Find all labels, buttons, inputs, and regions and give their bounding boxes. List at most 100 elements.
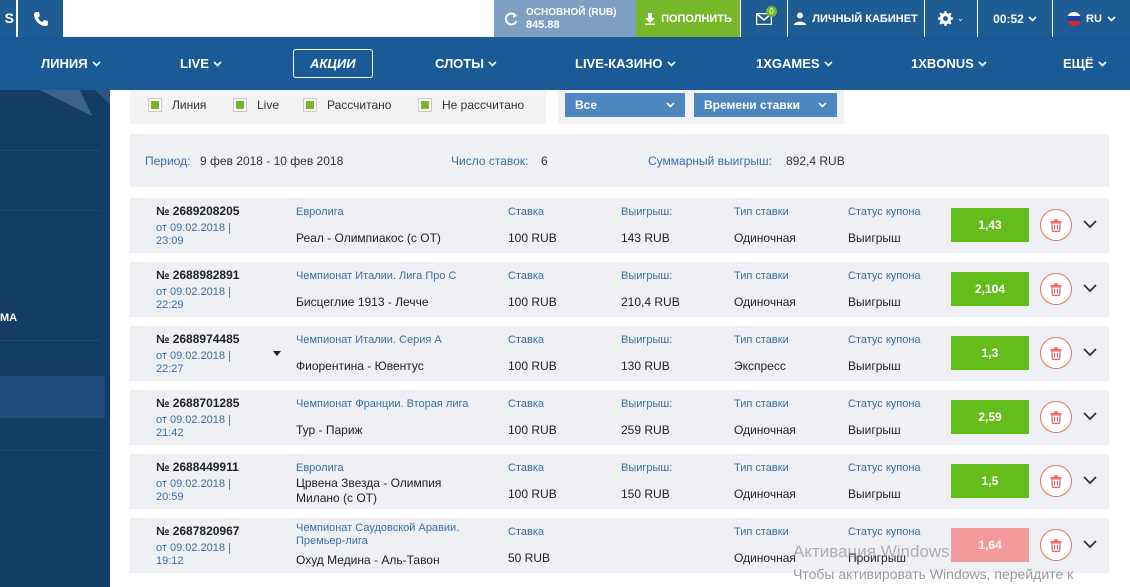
main-nav: ЛИНИЯ LIVE АКЦИИ СЛОТЫ LIVE-КАЗИНО 1XGAM…	[0, 37, 1130, 90]
bet-league[interactable]: Чемпионат Италии. Лига Про С	[296, 270, 457, 282]
top-bar: S ОСНОВНОЙ (RUB) 845.88 ПОПОЛНИТЬ 0 ЛИЧН…	[0, 0, 1130, 37]
bet-row[interactable]: № 2688449911 от 09.02.2018 | 20:59 Еврол…	[130, 454, 1109, 509]
total-win-value: 892,4 RUB	[786, 154, 845, 168]
bet-date: от 09.02.2018 | 23:09	[156, 222, 231, 247]
bet-row[interactable]: № 2688982891 от 09.02.2018 | 22:29 Чемпи…	[130, 262, 1109, 317]
bet-date: от 09.02.2018 | 22:29	[156, 286, 231, 311]
chevron-down-icon	[1098, 60, 1107, 67]
download-icon	[645, 12, 656, 25]
topbar-edge-button[interactable]: S	[0, 0, 16, 37]
nav-item-live[interactable]: LIVE	[180, 37, 222, 90]
nav-item-line[interactable]: ЛИНИЯ	[41, 37, 101, 90]
type-value: Одиночная	[734, 487, 796, 501]
sidebar-item-active[interactable]	[0, 376, 105, 418]
status-value: Выигрыш	[848, 295, 901, 309]
bet-match: Тур - Париж	[296, 423, 363, 437]
type-label: Тип ставки	[734, 334, 789, 346]
delete-button[interactable]	[1040, 273, 1072, 305]
bet-number: № 2688974485	[156, 332, 240, 346]
checkbox-box	[148, 98, 162, 112]
nav-item-more[interactable]: ЕЩЁ	[1063, 37, 1107, 90]
bet-date: от 09.02.2018 | 22:27	[156, 350, 231, 375]
filter-live-checkbox[interactable]: Live	[233, 98, 279, 112]
delete-button[interactable]	[1040, 529, 1072, 561]
status-value: Выигрыш	[848, 487, 901, 501]
bet-row[interactable]: № 2688701285 от 09.02.2018 | 21:42 Чемпи…	[130, 390, 1109, 445]
sidebar-item-label[interactable]: МА	[0, 312, 18, 324]
user-icon	[794, 12, 807, 25]
bet-league[interactable]: Чемпионат Италии. Серия А	[296, 334, 442, 346]
russia-flag-icon	[1067, 11, 1082, 26]
status-label: Статус купона	[848, 462, 921, 474]
bet-number: № 2688701285	[156, 396, 240, 410]
expand-button[interactable]	[1080, 342, 1100, 362]
expand-button[interactable]	[1080, 406, 1100, 426]
chevron-down-icon	[824, 60, 833, 67]
express-details-caret-icon[interactable]	[273, 351, 281, 356]
select-value: Времени ставки	[704, 98, 801, 112]
delete-button[interactable]	[1040, 465, 1072, 497]
expand-button[interactable]	[1080, 278, 1100, 298]
win-value: 143 RUB	[621, 231, 670, 245]
chevron-down-icon	[1107, 15, 1116, 22]
filter-line-checkbox[interactable]: Линия	[148, 98, 206, 112]
win-label: Выигрыш:	[621, 334, 673, 346]
status-label: Статус купона	[848, 398, 921, 410]
checkbox-label: Линия	[172, 98, 207, 112]
refresh-icon[interactable]	[504, 12, 518, 26]
type-value: Одиночная	[734, 295, 796, 309]
status-value: Выигрыш	[848, 423, 901, 437]
sidebar-divider	[0, 150, 100, 151]
phone-button[interactable]	[18, 0, 63, 37]
language-selector[interactable]: RU	[1053, 0, 1130, 37]
type-value: Одиночная	[734, 551, 796, 565]
win-label: Выигрыш:	[621, 270, 673, 282]
filter-settled-checkbox[interactable]: Рассчитано	[303, 98, 391, 112]
sidebar-divider	[0, 450, 100, 451]
nav-item-live-casino[interactable]: LIVE-КАЗИНО	[575, 37, 676, 90]
deposit-label: ПОПОЛНИТЬ	[661, 12, 732, 25]
bet-type-select[interactable]: Все	[565, 93, 685, 117]
bet-league[interactable]: Евролига	[296, 462, 344, 474]
bet-count-value: 6	[541, 154, 548, 168]
bet-league[interactable]: Евролига	[296, 206, 344, 218]
nav-item-slots[interactable]: СЛОТЫ	[435, 37, 497, 90]
personal-cabinet-button[interactable]: ЛИЧНЫЙ КАБИНЕТ	[788, 0, 924, 37]
bet-row[interactable]: № 2688974485 от 09.02.2018 | 22:27 Чемпи…	[130, 326, 1109, 381]
stake-value: 100 RUB	[508, 423, 557, 437]
nav-item-1xgames[interactable]: 1XGAMES	[756, 37, 833, 90]
delete-button[interactable]	[1040, 401, 1072, 433]
topbar-edge-glyph: S	[4, 10, 14, 26]
nav-item-1xbonus[interactable]: 1XBONUS	[911, 37, 987, 90]
nav-item-promotions[interactable]: АКЦИИ	[293, 49, 373, 78]
bet-row[interactable]: № 2689208205 от 09.02.2018 | 23:09 Еврол…	[130, 198, 1109, 253]
sort-select[interactable]: Времени ставки	[694, 93, 837, 117]
expand-button[interactable]	[1080, 214, 1100, 234]
win-value: 210,4 RUB	[621, 295, 680, 309]
stake-label: Ставка	[508, 334, 544, 346]
sidebar-divider	[0, 210, 100, 211]
expand-button[interactable]	[1080, 470, 1100, 490]
filter-unsettled-checkbox[interactable]: Не рассчитано	[418, 98, 524, 112]
bet-row[interactable]: № 2687820967 от 09.02.2018 | 19:12 Чемпи…	[130, 518, 1109, 573]
nav-label: 1XGAMES	[756, 56, 820, 71]
type-label: Тип ставки	[734, 526, 789, 538]
status-value: Выигрыш	[848, 231, 901, 245]
chevron-down-icon	[1083, 476, 1097, 484]
deposit-button[interactable]: ПОПОЛНИТЬ	[636, 0, 740, 37]
balance-button[interactable]: ОСНОВНОЙ (RUB) 845.88	[494, 0, 636, 37]
delete-button[interactable]	[1040, 209, 1072, 241]
bet-league[interactable]: Чемпионат Франции. Вторая лига	[296, 398, 469, 410]
stake-label: Ставка	[508, 398, 544, 410]
bet-match: Бисцеглие 1913 - Лечче	[296, 295, 429, 309]
status-label: Статус купона	[848, 526, 921, 538]
expand-button[interactable]	[1080, 534, 1100, 554]
win-label: Выигрыш:	[621, 462, 673, 474]
bet-league[interactable]: Чемпионат Саудовской Аравии. Премьер-лиг…	[296, 522, 460, 547]
delete-button[interactable]	[1040, 337, 1072, 369]
mail-button[interactable]: 0	[741, 0, 787, 37]
cabinet-label: ЛИЧНЫЙ КАБИНЕТ	[812, 12, 918, 25]
settings-button[interactable]: ⌄	[925, 0, 977, 37]
time-selector[interactable]: 00:52	[978, 0, 1052, 37]
select-value: Все	[575, 98, 598, 112]
